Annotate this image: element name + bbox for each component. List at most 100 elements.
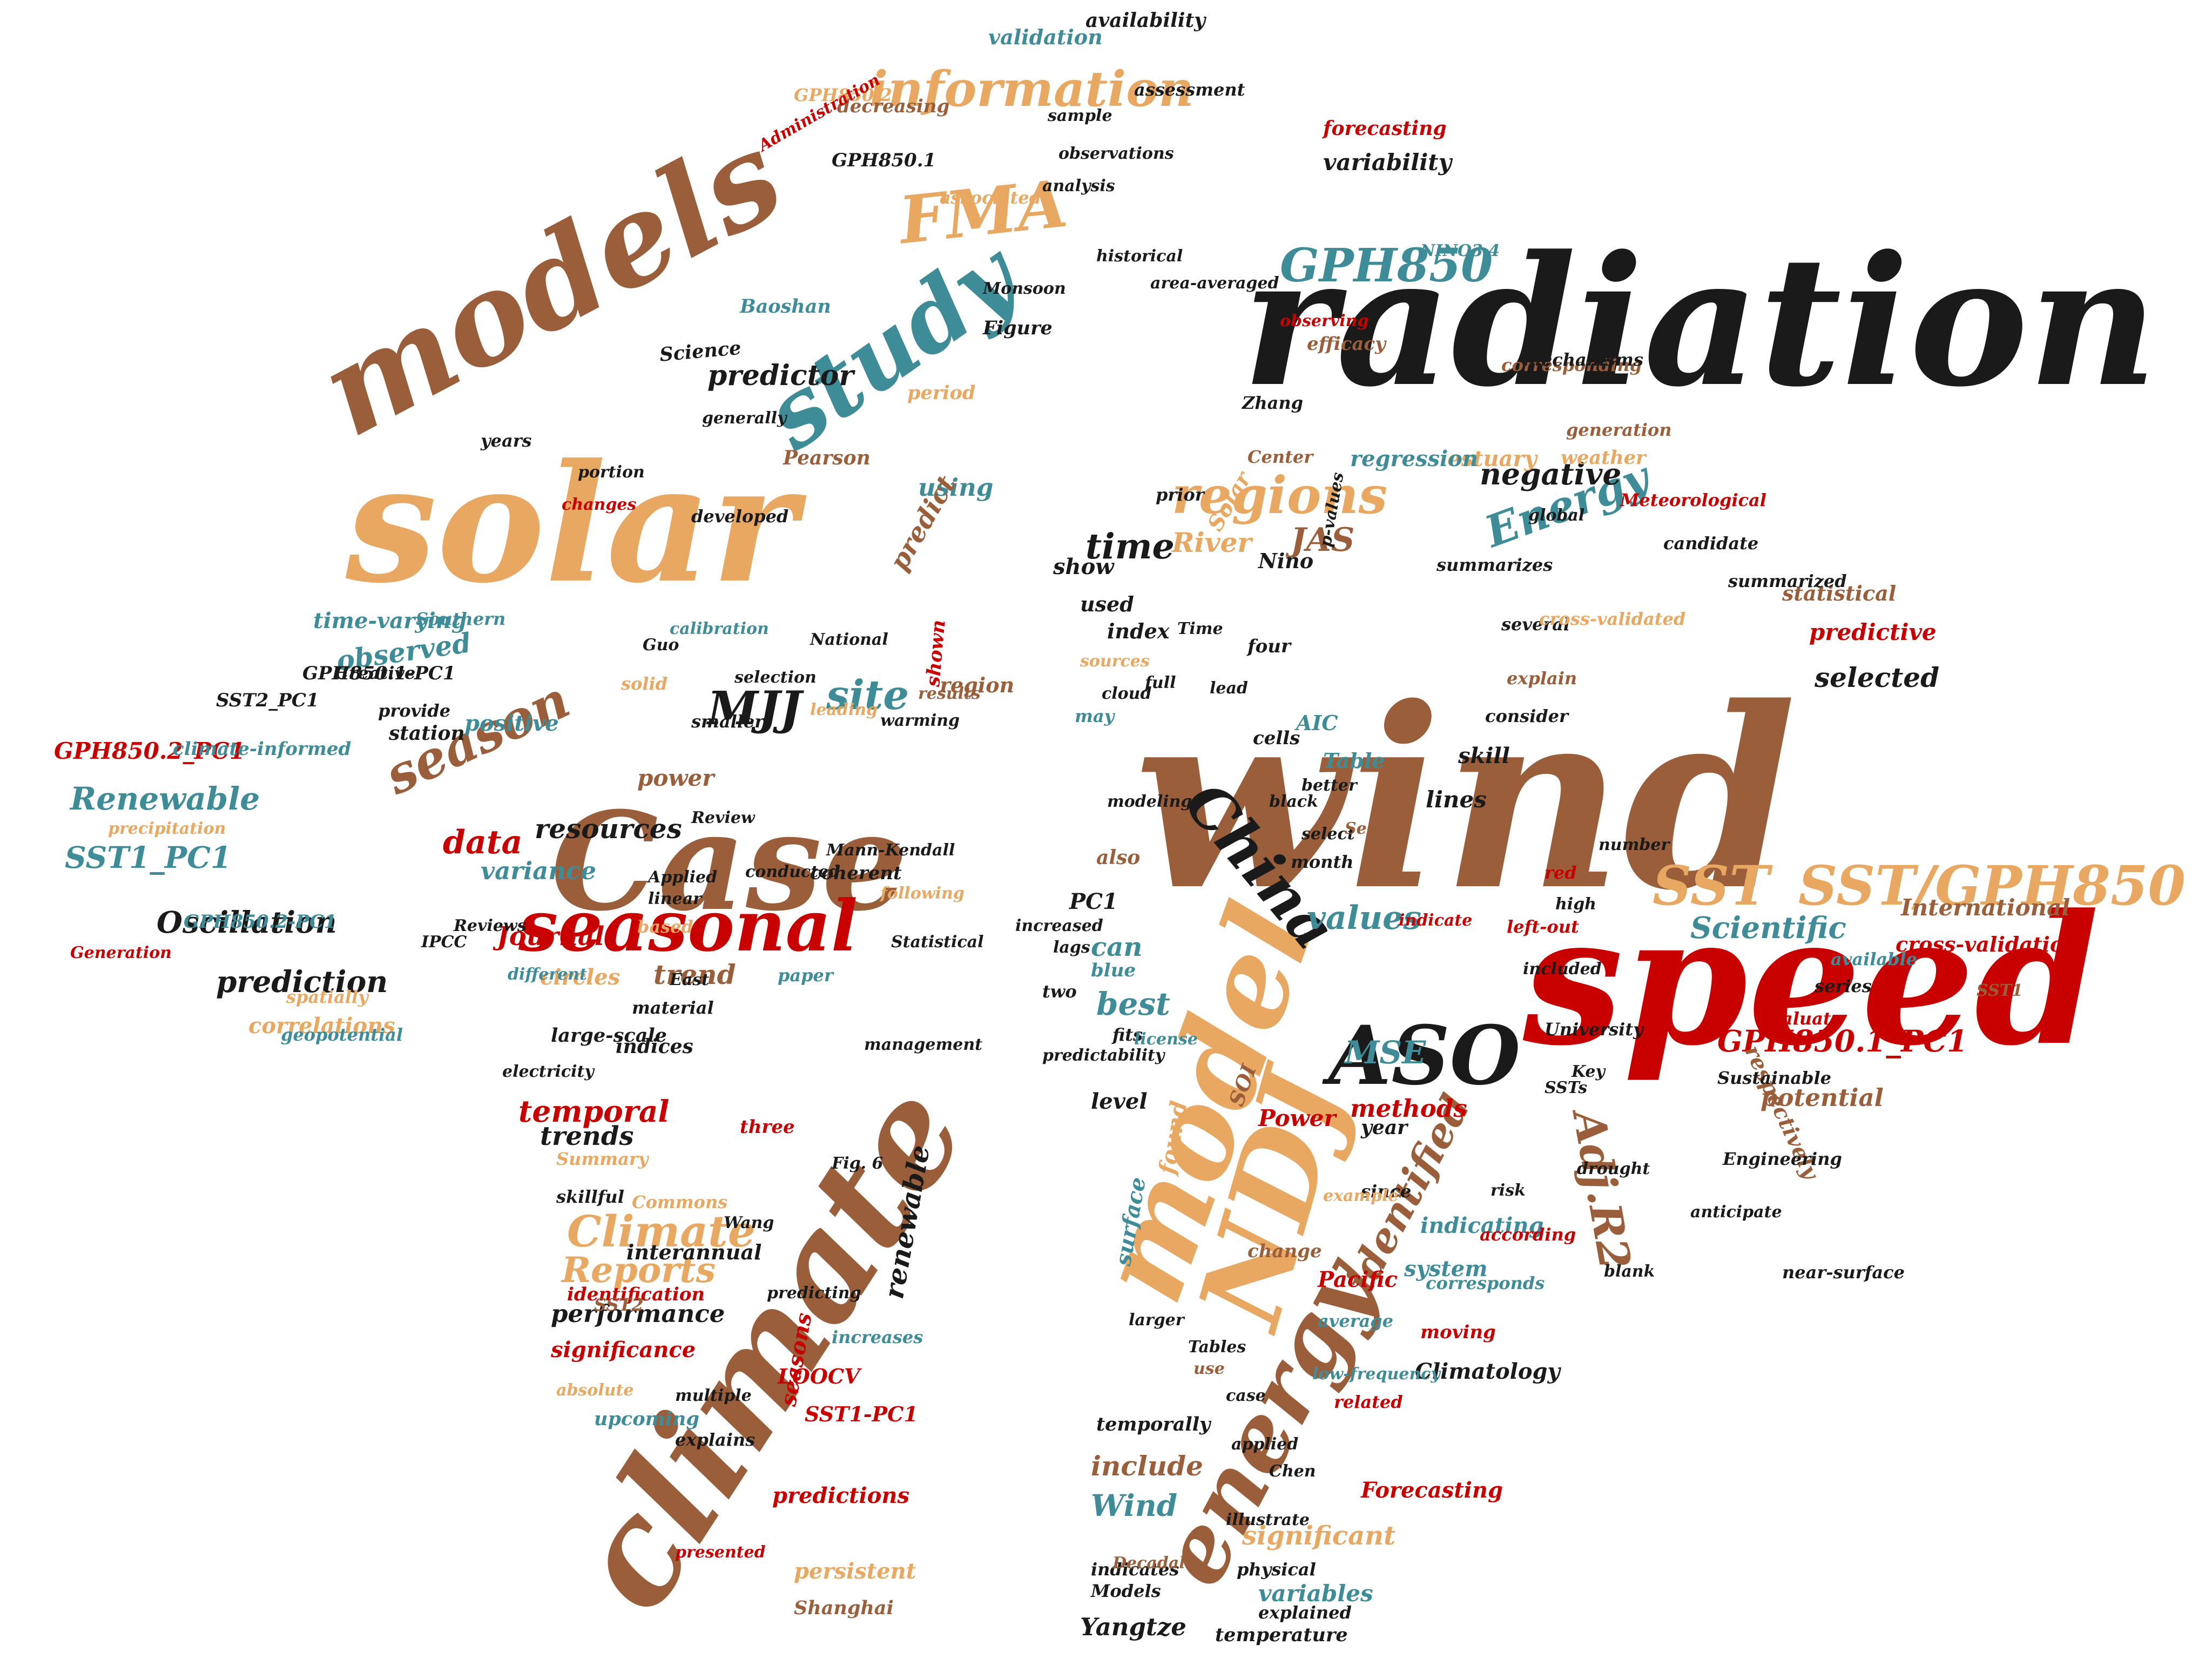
cloud-word: years [481,430,532,451]
cloud-word: developed [691,506,789,527]
cloud-word: area-averaged [1150,274,1279,293]
cloud-word: SST2 [594,1294,644,1315]
cloud-word: interannual [626,1240,762,1264]
cloud-word: Tables [1188,1338,1246,1357]
cloud-word: include [1091,1450,1203,1482]
cloud-word: East [670,970,710,989]
cloud-word: availability [1085,9,1205,32]
cloud-word: available [1831,949,1917,969]
cloud-word: River [1172,527,1252,558]
cloud-word: MJJ [707,682,802,736]
cloud-word: wind [1134,653,1797,945]
cloud-word: prediction [216,964,388,999]
cloud-word: AIC [1296,711,1338,735]
cloud-word: GPH850.2-PC1 [184,911,337,933]
cloud-word: GPH850.1_PC1 [1717,1023,1968,1058]
cloud-word: historical [1096,247,1183,266]
cloud-word: estuary [1447,446,1537,471]
cloud-word: Power [1258,1105,1336,1131]
cloud-word: efficacy [1307,333,1386,355]
cloud-word: may [1075,706,1115,726]
cloud-word: lines [1426,786,1487,813]
cloud-word: variance [481,857,597,885]
cloud-word: Reviews [454,916,527,935]
cloud-word: performance [551,1299,725,1328]
cloud-word: results [918,684,981,703]
cloud-word: climate-informed [173,738,352,760]
cloud-word: cloud [1102,684,1152,703]
cloud-word: persistent [794,1559,916,1584]
cloud-word: Reports [562,1250,716,1291]
cloud-word: Key [1572,1062,1605,1081]
cloud-word: average [1318,1311,1394,1331]
cloud-word: GPH850 [1280,239,1493,293]
cloud-word: lags [1053,938,1090,957]
cloud-word: generation [1566,420,1672,440]
cloud-word: explain [1507,668,1577,689]
cloud-word: Season [1345,819,1409,838]
cloud-word: predictions [772,1483,909,1508]
cloud-word: associated [940,187,1041,208]
cloud-word: coherent [810,862,902,884]
cloud-word: Meteorological [1620,490,1766,510]
cloud-word: summarizes [1437,555,1553,575]
cloud-word: license [1134,1030,1198,1049]
cloud-word: black [1269,792,1318,811]
cloud-word: included [1523,960,1602,979]
cloud-word: absolute [556,1381,634,1400]
cloud-word: smaller [691,711,764,732]
cloud-word: SST1_PC1 [65,840,232,875]
cloud-word: sources [1080,652,1150,671]
cloud-word: indicating [1420,1213,1544,1238]
cloud-word: show [1053,554,1114,579]
cloud-word: predictability [1042,1046,1165,1065]
cloud-word: GPH850.2_PC1 [54,738,245,764]
cloud-word: using [918,473,994,502]
cloud-word: observing [1280,312,1369,331]
cloud-word: potential [1761,1083,1884,1112]
cloud-word: temporally [1096,1413,1211,1435]
cloud-word: Oscillation [157,905,337,940]
cloud-word: change [1247,1240,1322,1262]
cloud-word: significant [1242,1521,1396,1551]
cloud-word: significance [551,1337,696,1363]
cloud-word: University [1545,1019,1643,1040]
cloud-word: variables [1258,1580,1373,1607]
cloud-word: Nino [1258,549,1314,573]
cloud-word: larger [1129,1311,1184,1330]
cloud-word: Statistical [891,933,984,952]
cloud-word: Review [691,808,755,827]
cloud-word: Southern [416,609,506,629]
cloud-word: GPH850.1-PC1 [302,663,456,684]
cloud-word: SST1-PC1 [805,1402,918,1426]
cloud-word: cells [1253,727,1300,749]
cloud-word: GPH850.1 [832,150,936,171]
cloud-word: Shanghai [794,1597,894,1619]
cloud-word: JAS [1291,521,1355,559]
cloud-word: Wang [724,1213,774,1232]
cloud-word: drought [1577,1159,1650,1178]
cloud-word: Chen [1269,1462,1316,1481]
cloud-word: PC1 [1069,889,1118,914]
cloud-word: presented [675,1543,766,1562]
cloud-word: summarized [1728,571,1847,591]
cloud-word: information [869,60,1194,118]
cloud-word: Zhang [1242,393,1303,413]
cloud-word: Guo [643,636,679,655]
cloud-word: radiation [1242,217,2158,426]
cloud-word: Renewable [70,780,260,817]
cloud-word: validation [988,25,1103,49]
cloud-word: SST1 [1977,981,2023,1000]
cloud-word: cross-validated [1539,609,1686,629]
cloud-word: Engineering [1723,1149,1842,1169]
cloud-word: modeling [1107,792,1192,811]
cloud-word: case [1226,1386,1266,1405]
cloud-word: corresponds [1426,1273,1545,1293]
cloud-word: Climatology [1415,1359,1560,1384]
cloud-word: region [940,673,1015,697]
cloud-word: sample [1048,106,1112,125]
cloud-word: precipitation [108,819,226,838]
cloud-word: prior [1156,484,1204,505]
cloud-word: SST [1653,854,1770,918]
cloud-word: select [1301,825,1355,844]
